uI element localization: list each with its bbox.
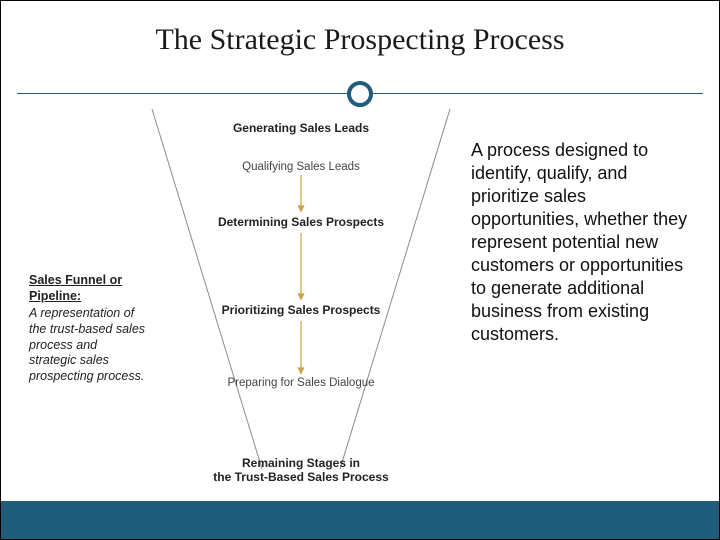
- right-description: A process designed to identify, qualify,…: [471, 139, 689, 346]
- title-area: The Strategic Prospecting Process: [1, 1, 719, 57]
- funnel-stage-label: Preparing for Sales Dialogue: [146, 377, 456, 389]
- title-circle-accent: [347, 81, 373, 107]
- funnel-stage-label: Remaining Stages inthe Trust-Based Sales…: [146, 457, 456, 485]
- bottom-accent-bar: [1, 501, 719, 539]
- funnel-diagram: Generating Sales Leads Qualifying Sales L…: [146, 109, 456, 509]
- left-callout: Sales Funnel or Pipeline: A representati…: [29, 273, 147, 384]
- funnel-stage-label: Generating Sales Leads: [146, 121, 456, 135]
- slide: The Strategic Prospecting Process Sales …: [0, 0, 720, 540]
- page-title: The Strategic Prospecting Process: [1, 23, 719, 57]
- callout-term: Sales Funnel or Pipeline:: [29, 273, 147, 304]
- funnel-stage-label: Prioritizing Sales Prospects: [146, 303, 456, 317]
- funnel-stage-label: Determining Sales Prospects: [146, 215, 456, 229]
- callout-definition: A representation of the trust-based sale…: [29, 306, 147, 384]
- funnel-stage-label: Qualifying Sales Leads: [146, 161, 456, 173]
